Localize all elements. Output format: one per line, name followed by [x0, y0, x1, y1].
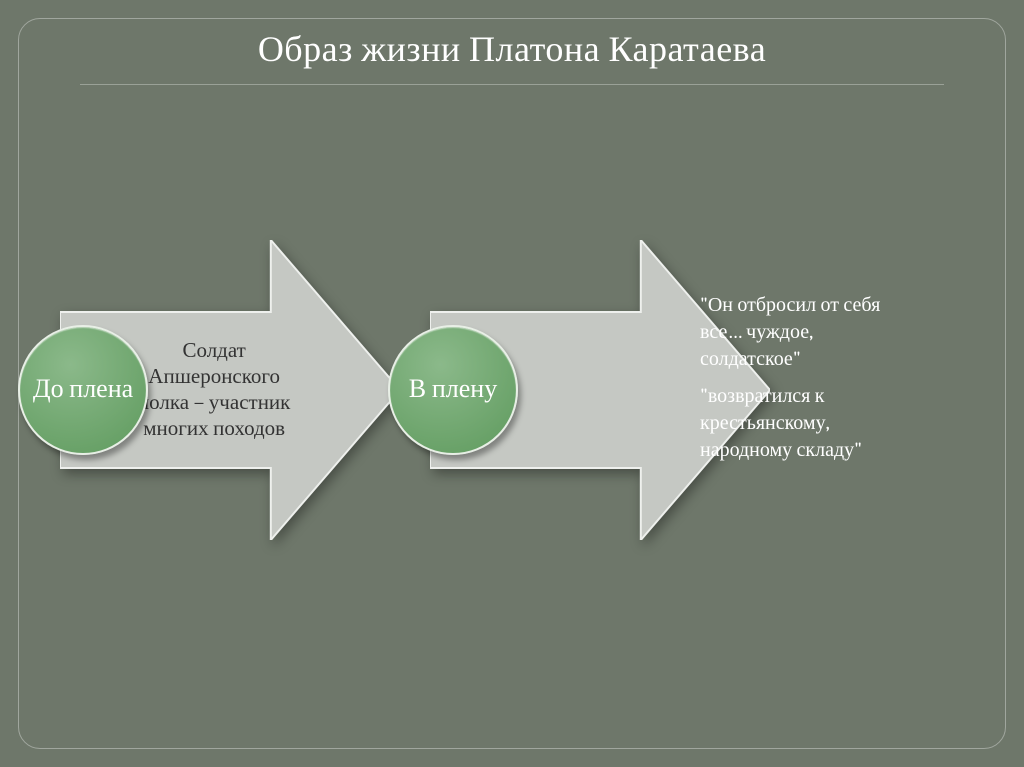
flow-diagram: Солдат Апшеронского полка – участник мно…	[60, 240, 800, 540]
side-quote-block: "Он отбросил от себя все… чуждое, солдат…	[700, 291, 900, 473]
page-title: Образ жизни Платона Каратаева	[42, 28, 982, 70]
flow-step: Солдат Апшеронского полка – участник мно…	[60, 240, 400, 540]
stage-badge: В плену	[388, 325, 518, 455]
side-quote: "Он отбросил от себя все… чуждое, солдат…	[700, 291, 900, 372]
side-quote: "возвратился к крестьянскому, народному …	[700, 382, 900, 463]
slide: Образ жизни Платона Каратаева Солдат Апш…	[0, 0, 1024, 767]
title-underline	[80, 84, 945, 85]
arrow-body-text: Солдат Апшеронского полка – участник мно…	[132, 312, 297, 468]
stage-badge: До плена	[18, 325, 148, 455]
